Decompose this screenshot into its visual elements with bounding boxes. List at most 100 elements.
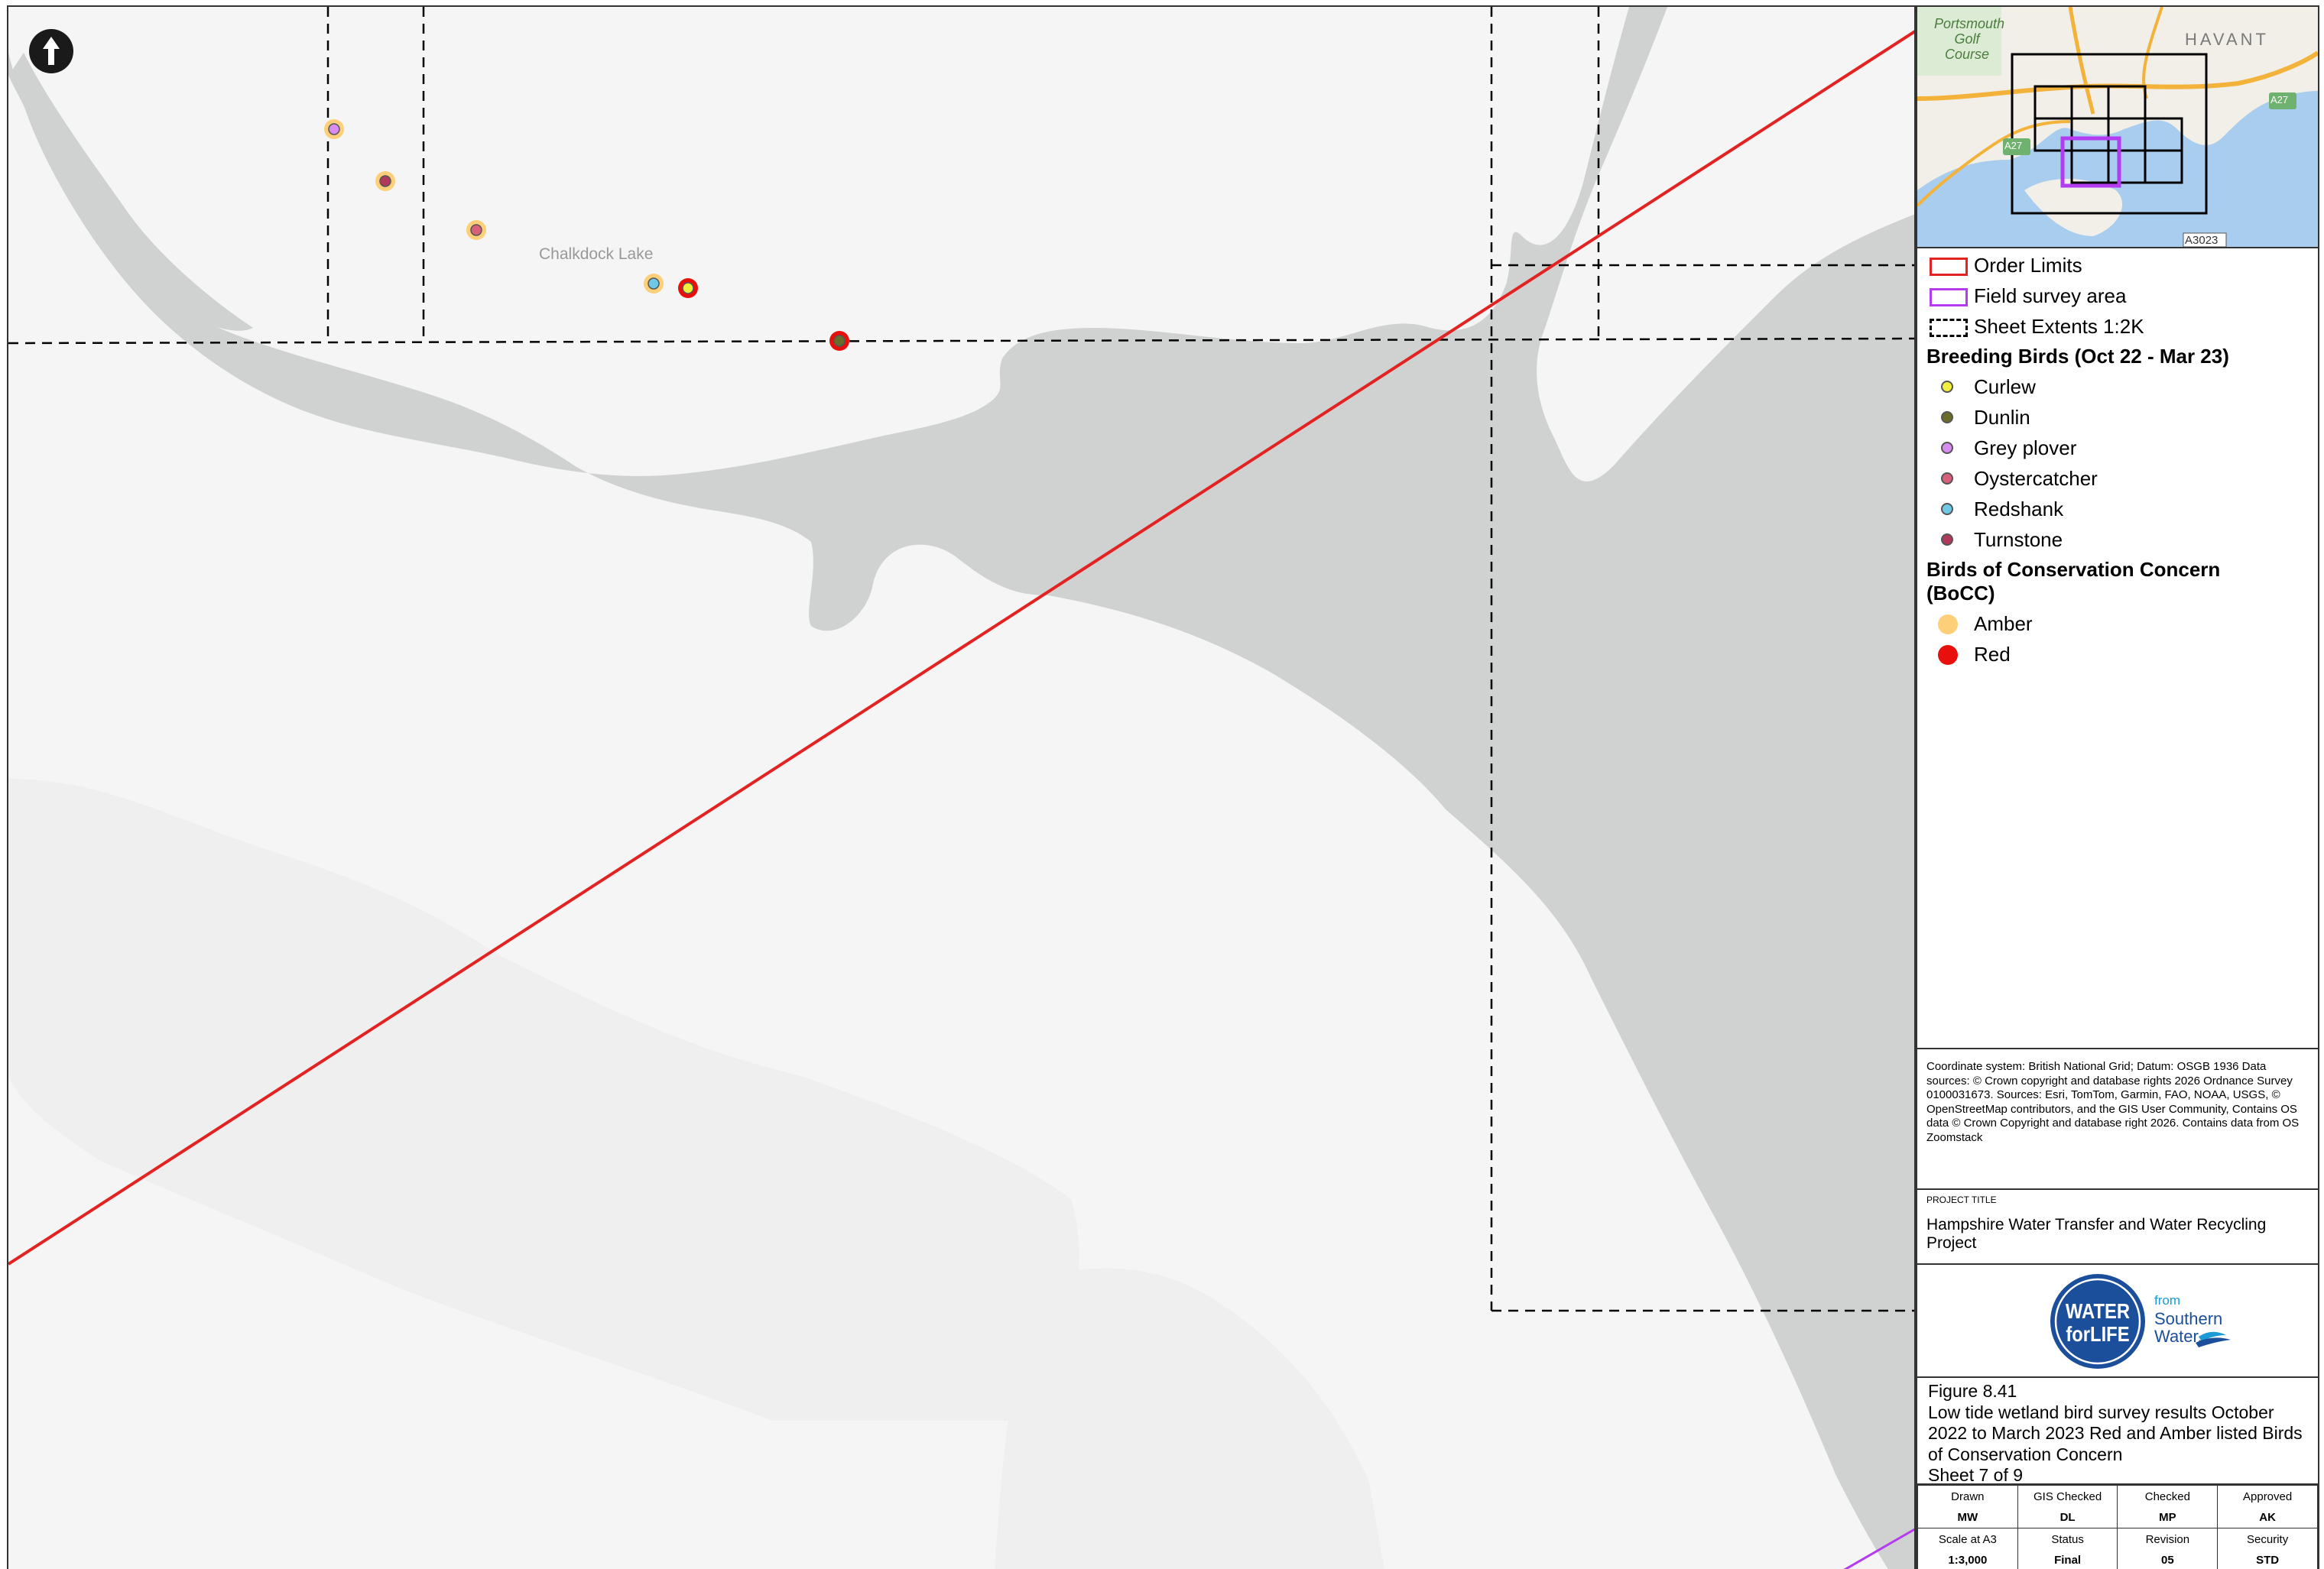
overview-road (2068, 7, 2095, 115)
legend-label: Turnstone (1974, 527, 2063, 551)
signoff-row: Drawn MW GIS Checked DL Checked MP Approved… (1917, 1485, 2318, 1528)
overview-label-golf-line: Course (1944, 47, 1990, 62)
figure-number: Figure 8.41 (1928, 1381, 2017, 1401)
map-view[interactable]: Chalkdock Lake (7, 5, 1916, 1569)
overview-label-havant: HAVANT (2185, 30, 2269, 49)
bird-point-oystercatcher[interactable] (466, 220, 486, 240)
signoff-label: Security (2247, 1533, 2289, 1546)
legend-item-red: Red (1926, 639, 2309, 669)
legend-label: Dunlin (1974, 405, 2030, 429)
bird-points (324, 119, 849, 351)
project-title-label: PROJECT TITLE (1926, 1195, 1997, 1205)
legend-heading-breeding-birds: Breeding Birds (Oct 22 - Mar 23) (1926, 345, 2229, 368)
figure-title: Low tide wetland bird survey results Oct… (1928, 1402, 2303, 1464)
mudflat-channel (8, 53, 253, 331)
legend-item-field-survey: Field survey area (1926, 280, 2309, 311)
logo-from: from (2154, 1293, 2180, 1308)
shore-patch (995, 1268, 1384, 1569)
legend-heading-line: Birds of Conservation Concern (1926, 558, 2221, 581)
place-label-chalkdock-lake: Chalkdock Lake (539, 245, 654, 263)
logo-brand-southern: Southern (2154, 1309, 2222, 1328)
logo-word-forlife: forLIFE (2066, 1321, 2129, 1346)
red-swatch (1938, 645, 1958, 665)
legend-heading-line: (BoCC) (1926, 582, 1995, 605)
signoff-cell: Security STD (2217, 1528, 2318, 1569)
signoff-value: 05 (2161, 1554, 2174, 1567)
signoff-cell: GIS Checked DL (2017, 1485, 2118, 1528)
field-survey-boundary (1843, 1528, 1914, 1569)
logo-brand-water: Water. (2154, 1327, 2202, 1346)
legend-heading-bocc: Birds of Conservation Concern (BoCC) (1926, 555, 2309, 608)
signoff-label: GIS Checked (2033, 1490, 2102, 1503)
curlew-swatch (1941, 381, 1953, 393)
legend-item-sheet-extents: Sheet Extents 1:2K (1926, 311, 2309, 342)
logo-block: WATER forLIFE from Southern Water. (1917, 1265, 2318, 1378)
signoff-cell: Drawn MW (1917, 1485, 2018, 1528)
map-sidebar: Portsmouth Golf Course HAVANT A27 A27 A3… (1916, 5, 2319, 1569)
legend-item-grey-plover: Grey plover (1926, 433, 2309, 463)
logo-word-water: WATER (2066, 1298, 2130, 1323)
turnstone-swatch (1941, 533, 1953, 546)
signoff-row: Scale at A3 1:3,000 Status Final Revision 0… (1917, 1528, 2318, 1569)
legend-item-amber: Amber (1926, 608, 2309, 639)
sheet-extents (8, 7, 1914, 1312)
legend-item-dunlin: Dunlin (1926, 402, 2309, 433)
redshank-swatch (1941, 503, 1953, 515)
overview-label-a27-west: A27 (2004, 140, 2023, 151)
figure-sheet: Sheet 7 of 9 (1928, 1465, 2024, 1485)
bird-point-dunlin[interactable] (829, 331, 849, 351)
field-survey-swatch (1930, 288, 1968, 306)
legend-label: Red (1974, 642, 2011, 666)
signoff-cell: Scale at A3 1:3,000 (1917, 1528, 2018, 1569)
bird-point-grey-plover[interactable] (324, 119, 344, 139)
grey-plover-swatch (1941, 442, 1953, 454)
overview-sheet-boxes (2011, 53, 2208, 215)
signoff-value: Final (2054, 1554, 2082, 1567)
signoff-label: Scale at A3 (1938, 1533, 1997, 1546)
overview-label-golf: Portsmouth Golf Course (1934, 16, 2005, 62)
legend-item-redshank: Redshank (1926, 494, 2309, 524)
legend-label: Sheet Extents 1:2K (1974, 314, 2144, 338)
signoff-label: Checked (2144, 1490, 2190, 1503)
legend-item-curlew: Curlew (1926, 371, 2309, 402)
signoff-value: STD (2256, 1554, 2280, 1567)
legend-label: Redshank (1974, 497, 2064, 520)
overview-map[interactable]: Portsmouth Golf Course HAVANT A27 A27 A3… (1917, 7, 2318, 248)
legend-label: Oystercatcher (1974, 466, 2098, 490)
legend-label: Curlew (1974, 374, 2036, 398)
signoff-table: Drawn MW GIS Checked DL Checked MP Approved… (1917, 1485, 2318, 1569)
bird-point-turnstone[interactable] (375, 171, 395, 191)
legend-item-turnstone: Turnstone (1926, 524, 2309, 555)
figure-block: Figure 8.41 Low tide wetland bird survey… (1917, 1378, 2318, 1485)
signoff-label: Drawn (1951, 1490, 1985, 1503)
project-title: Hampshire Water Transfer and Water Recyc… (1926, 1216, 2267, 1252)
signoff-value: MW (1957, 1511, 1978, 1524)
signoff-value: AK (2259, 1511, 2276, 1524)
legend-label: Grey plover (1974, 436, 2077, 459)
legend-item-order-limits: Order Limits (1926, 250, 2309, 280)
overview-current-sheet (2060, 136, 2121, 188)
shore-patch (8, 779, 1079, 1421)
legend-label: Field survey area (1974, 284, 2127, 307)
signoff-label: Revision (2145, 1533, 2190, 1546)
overview-label-golf-line: Golf (1954, 31, 1980, 47)
signoff-cell: Approved AK (2217, 1485, 2318, 1528)
data-sources-note: Coordinate system: British National Grid… (1917, 1048, 2318, 1190)
map-canvas[interactable] (8, 7, 1916, 1569)
north-arrow-icon (29, 29, 73, 73)
overview-label-golf-line: Portsmouth (1934, 16, 2005, 31)
legend: Order Limits Field survey area Sheet Ext… (1917, 250, 2318, 669)
signoff-label: Status (2051, 1533, 2084, 1546)
mudflat-channel (8, 7, 1914, 1569)
signoff-value: MP (2159, 1511, 2176, 1524)
signoff-value: 1:3,000 (1948, 1554, 1988, 1567)
signoff-cell: Checked MP (2117, 1485, 2219, 1528)
legend-label: Order Limits (1974, 253, 2082, 277)
signoff-cell: Status Final (2017, 1528, 2118, 1569)
project-block: PROJECT TITLE Hampshire Water Transfer a… (1917, 1190, 2318, 1265)
legend-label: Amber (1974, 611, 2033, 635)
bird-point-redshank[interactable] (644, 274, 664, 293)
sheet-extents-swatch (1930, 319, 1968, 337)
bird-point-curlew[interactable] (678, 278, 698, 298)
amber-swatch (1938, 614, 1958, 634)
